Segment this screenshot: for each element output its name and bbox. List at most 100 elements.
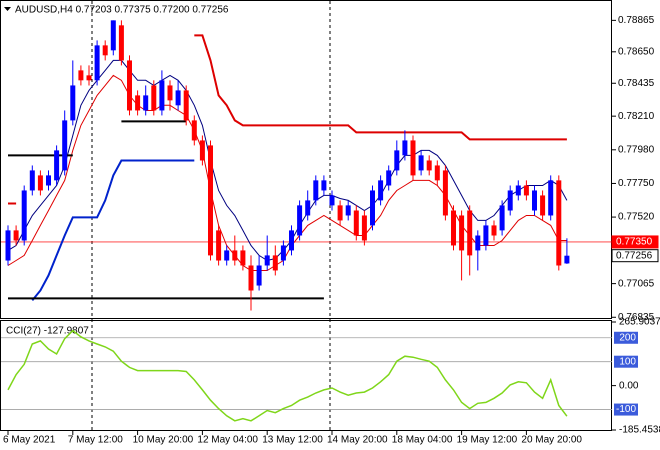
x-tick-label: 13 May 12:00 — [262, 435, 323, 446]
candle-body — [548, 180, 554, 216]
candle-body — [256, 265, 262, 286]
candle-body — [159, 80, 165, 111]
candle-body — [410, 140, 416, 176]
x-tick-label: 18 May 04:00 — [392, 435, 453, 446]
candle-body — [418, 155, 424, 171]
candle-body — [208, 145, 213, 256]
price-label-box — [611, 235, 659, 249]
candle-body — [127, 60, 132, 111]
x-tick-label: 10 May 20:00 — [133, 435, 194, 446]
chart-title: AUDUSD,H4 0.77203 0.77375 0.77200 0.7725… — [15, 5, 229, 16]
y-tick-label: 0.78865 — [618, 15, 655, 26]
candle-body — [94, 45, 100, 81]
candle-body — [86, 75, 92, 81]
cci-panel-frame — [0, 320, 612, 431]
candle-body — [191, 120, 197, 141]
candle-body — [507, 190, 513, 211]
candle-body — [151, 85, 157, 111]
x-tick-label: 6 May 2021 — [3, 435, 56, 446]
candle-body — [467, 210, 473, 256]
candle-body — [13, 230, 19, 241]
level-label: 100 — [619, 356, 636, 367]
candle-body — [370, 190, 375, 226]
candle-body — [337, 205, 343, 221]
candle-body — [297, 205, 303, 236]
indicator-title: CCI(27) -127.9807 — [6, 326, 89, 337]
candle-body — [37, 175, 43, 191]
candle-body — [62, 120, 68, 171]
candle-body — [289, 230, 294, 251]
candle-body — [224, 250, 230, 261]
candle-body — [248, 265, 254, 291]
y-tick-label: 0.77520 — [618, 212, 655, 223]
y-tick-label: -185.4538 — [619, 425, 660, 436]
candle-body — [135, 95, 141, 111]
candle-body — [540, 195, 546, 216]
candle-body — [183, 90, 189, 121]
candle-body — [199, 140, 205, 161]
candle-body — [499, 205, 505, 231]
candle-body — [29, 170, 35, 191]
candle-body — [564, 255, 570, 264]
candle-body — [491, 225, 497, 236]
x-tick-label: 12 May 04:00 — [197, 435, 258, 446]
y-tick-label: 0.78210 — [618, 111, 655, 122]
price-label: 0.77256 — [616, 250, 653, 261]
indicator-line — [31, 159, 195, 302]
candle-body — [475, 235, 481, 251]
candle-body — [515, 185, 521, 196]
x-tick-label: 14 May 20:00 — [327, 435, 388, 446]
candle-body — [532, 190, 537, 211]
candle-body — [175, 90, 181, 106]
candle-body — [442, 170, 448, 216]
level-label-box — [614, 331, 638, 344]
candle-body — [345, 205, 351, 216]
indicator-line — [7, 74, 567, 271]
candle-body — [305, 200, 311, 216]
candle-body — [167, 85, 173, 101]
candle-body — [143, 95, 149, 111]
y-tick-label: 0.00 — [619, 380, 639, 391]
candle-body — [523, 185, 529, 196]
candle-body — [264, 255, 270, 266]
indicator-line — [7, 59, 568, 262]
price-panel-frame — [0, 0, 612, 319]
y-tick-label: 0.77980 — [618, 144, 655, 155]
x-tick-label: 20 May 20:00 — [521, 435, 582, 446]
candle-body — [459, 215, 465, 251]
candle-body — [434, 165, 440, 181]
candle-body — [78, 70, 84, 81]
candle-body — [386, 170, 392, 186]
level-label: -100 — [616, 404, 636, 415]
candle-body — [216, 230, 222, 261]
candle-body — [280, 245, 286, 261]
dropdown-icon[interactable] — [4, 7, 11, 11]
candle-body — [46, 175, 51, 186]
price-label-box — [611, 249, 659, 263]
candle-body — [556, 180, 562, 266]
candle-body — [110, 20, 116, 51]
candle-body — [378, 180, 384, 201]
candle-body — [313, 180, 319, 201]
cci-line — [7, 329, 568, 422]
x-tick-label: 19 May 12:00 — [457, 435, 518, 446]
candle-body — [5, 230, 11, 261]
candle-body — [54, 150, 60, 181]
candle-body — [353, 210, 359, 236]
y-tick-label: 0.78650 — [618, 46, 655, 57]
y-tick-label: 0.77750 — [618, 178, 655, 189]
y-tick-label: 0.78435 — [618, 78, 655, 89]
candle-body — [232, 250, 238, 261]
candle-body — [361, 215, 367, 241]
candle-body — [21, 190, 27, 241]
level-label-box — [614, 355, 638, 368]
candle-body — [118, 25, 124, 61]
candle-body — [272, 255, 278, 271]
y-tick-label: 265.9037 — [619, 317, 660, 328]
candle-body — [321, 180, 327, 191]
price-label: 0.77350 — [616, 237, 653, 248]
indicator-line — [8, 34, 567, 205]
candle-body — [102, 45, 108, 56]
candle-body — [394, 150, 400, 171]
